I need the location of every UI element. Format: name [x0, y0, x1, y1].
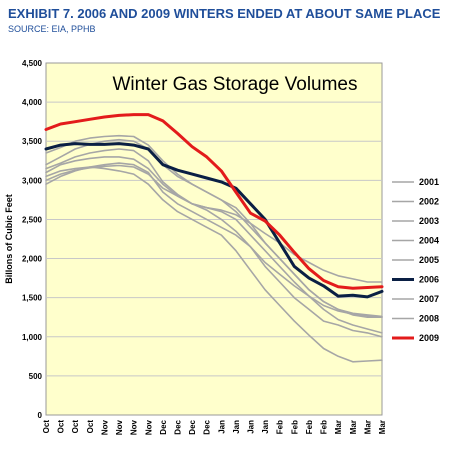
series-line-2008	[45, 164, 383, 283]
legend-label-2004: 2004	[419, 236, 439, 246]
gas-storage-chart: 0 500 1,000 1,500 2,000 2,500 3,000 3,500 4,000 4…	[4, 59, 439, 435]
legend-label-2008: 2008	[419, 314, 439, 324]
series-line-2006	[44, 142, 384, 299]
x-tick-label: Nov	[130, 419, 139, 435]
y-tick-label: 4,500	[22, 59, 43, 68]
x-tick-label: Nov	[100, 419, 109, 435]
legend-label-2001: 2001	[419, 177, 439, 187]
x-tick-label: Jan	[261, 420, 270, 434]
x-tick-label: Jan	[247, 420, 256, 434]
x-tick-label: Feb	[305, 420, 314, 434]
x-tick-label: Dec	[203, 419, 212, 434]
chart-title: Winter Gas Storage Volumes	[113, 74, 358, 95]
legend-label-2003: 2003	[419, 216, 439, 226]
y-tick-label: 3,000	[22, 176, 43, 185]
x-tick-label: Dec	[159, 419, 168, 434]
series-line-2002	[45, 166, 383, 363]
x-tick-labels: Oct Oct Oct Oct Nov Nov Nov Nov Dec Dec Dec Dec Jan J…	[42, 419, 387, 435]
x-tick-label: Mar	[378, 420, 387, 434]
x-tick-label: Feb	[290, 420, 299, 434]
y-tick-label: 4,000	[22, 98, 43, 107]
series-line-2001	[45, 148, 383, 319]
legend-label-2009: 2009	[419, 333, 439, 343]
x-tick-label: Mar	[363, 420, 372, 434]
plot-area	[45, 62, 383, 416]
x-tick-label: Oct	[71, 420, 80, 434]
y-tick-label: 2,000	[22, 255, 43, 264]
x-tick-label: Oct	[57, 420, 66, 434]
series-line-2007	[45, 162, 383, 338]
x-tick-label: Nov	[115, 419, 124, 435]
x-tick-label: Dec	[173, 419, 182, 434]
legend: 2001 2002 2003 2004 2005 2006 2007 2008 2009	[392, 177, 439, 343]
legend-label-2002: 2002	[419, 197, 439, 207]
series-lines	[44, 113, 384, 363]
y-tick-label: 500	[29, 372, 43, 381]
y-tick-label: 1,500	[22, 294, 43, 303]
x-tick-label: Mar	[334, 420, 343, 434]
x-tick-label: Nov	[144, 419, 153, 435]
x-tick-label: Feb	[276, 420, 285, 434]
series-line-2009	[44, 113, 384, 290]
x-tick-label: Oct	[86, 420, 95, 434]
x-tick-label: Dec	[188, 419, 197, 434]
source-line: SOURCE: EIA, PPHB	[8, 24, 96, 34]
y-tick-label: 2,500	[22, 215, 43, 224]
x-tick-label: Jan	[232, 420, 241, 434]
x-tick-label: Feb	[320, 420, 329, 434]
legend-label-2006: 2006	[419, 275, 439, 285]
y-axis-label: Billons of Cubic Feet	[4, 194, 14, 284]
y-tick-label: 1,000	[22, 333, 43, 342]
series-line-2004	[45, 134, 383, 319]
x-tick-label: Oct	[42, 420, 51, 434]
legend-label-2007: 2007	[419, 294, 439, 304]
legend-label-2005: 2005	[419, 255, 439, 265]
y-tick-labels: 0 500 1,000 1,500 2,000 2,500 3,000 3,500 4,000 4…	[22, 59, 43, 420]
x-tick-label: Mar	[349, 420, 358, 434]
x-tick-label: Jan	[217, 420, 226, 434]
y-tick-label: 3,500	[22, 137, 43, 146]
y-tick-label: 0	[38, 411, 43, 420]
exhibit-title: EXHIBIT 7. 2006 AND 2009 WINTERS ENDED A…	[8, 6, 441, 21]
